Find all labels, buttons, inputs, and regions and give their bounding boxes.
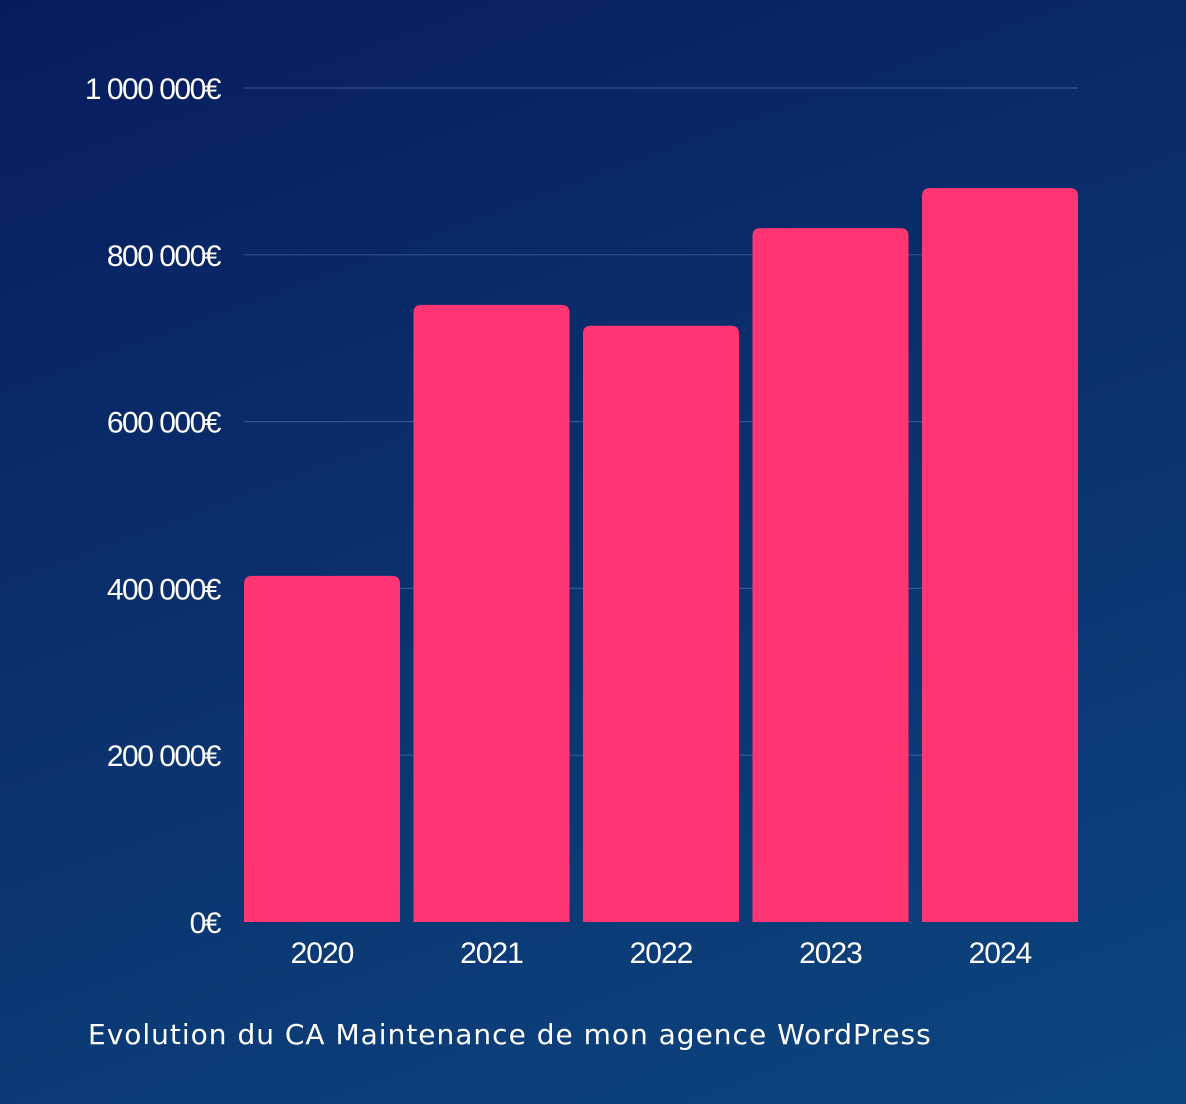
x-tick-label: 2020 (291, 937, 354, 970)
bar-2021 (413, 304, 570, 923)
y-tick-label: 0€ (190, 907, 222, 940)
bar-2020 (244, 575, 400, 922)
bar-2024 (922, 188, 1078, 922)
bars (244, 188, 1078, 923)
bar-2022 (583, 325, 739, 922)
x-tick-label: 2021 (460, 937, 523, 970)
y-tick-label: 400 000€ (107, 573, 222, 606)
x-axis-ticks: 2020 2021 2022 2023 2024 (291, 937, 1033, 970)
y-tick-label: 800 000€ (107, 240, 222, 273)
y-tick-label: 200 000€ (107, 740, 222, 773)
bar-2023 (752, 228, 909, 922)
y-tick-label: 1 000 000€ (85, 73, 222, 106)
y-axis-ticks: 0€ 200 000€ 400 000€ 600 000€ 800 000€ 1 000 … (85, 73, 223, 940)
chart-title: Evolution du CA Maintenance de mon agenc… (88, 1018, 932, 1051)
x-tick-label: 2023 (799, 937, 862, 970)
y-tick-label: 600 000€ (107, 407, 222, 440)
x-tick-label: 2024 (969, 937, 1032, 970)
x-tick-label: 2022 (630, 937, 693, 970)
